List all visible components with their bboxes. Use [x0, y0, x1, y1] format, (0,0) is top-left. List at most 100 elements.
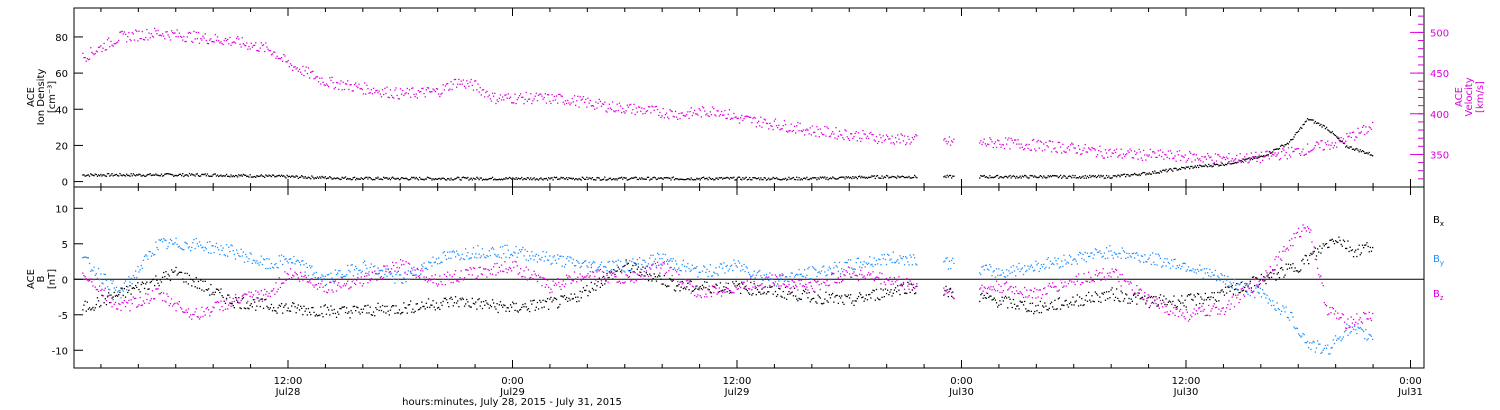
- data-point: [87, 174, 90, 176]
- data-point: [1073, 147, 1075, 149]
- data-point: [1175, 160, 1177, 162]
- data-point: [894, 176, 897, 179]
- data-point: [475, 178, 477, 180]
- data-point: [427, 177, 430, 179]
- data-point: [985, 145, 988, 147]
- data-point: [1320, 352, 1322, 354]
- data-point: [1196, 164, 1199, 167]
- data-point: [295, 68, 297, 70]
- data-point: [576, 178, 578, 180]
- data-point: [1182, 167, 1184, 169]
- data-point: [1254, 156, 1256, 158]
- data-point: [507, 177, 509, 180]
- data-point: [885, 134, 888, 136]
- data-point: [985, 176, 988, 178]
- data-point: [149, 37, 151, 39]
- data-point: [1238, 292, 1240, 294]
- data-point: [228, 294, 230, 296]
- data-point: [554, 99, 557, 101]
- data-point: [1061, 152, 1063, 154]
- data-point: [211, 245, 213, 247]
- data-point: [843, 176, 845, 178]
- data-point: [1308, 119, 1310, 121]
- data-point: [497, 311, 499, 314]
- data-point: [872, 133, 874, 136]
- data-point: [1250, 157, 1252, 160]
- data-point: [979, 300, 981, 303]
- data-point: [599, 264, 601, 266]
- data-point: [799, 122, 801, 125]
- data-point: [445, 299, 448, 301]
- data-point: [265, 293, 267, 296]
- bottom-panel-series: [82, 224, 1374, 355]
- data-point: [676, 263, 678, 265]
- data-point: [710, 275, 713, 277]
- data-point: [634, 113, 636, 116]
- data-point: [723, 177, 725, 179]
- data-point: [678, 267, 680, 269]
- data-point: [809, 127, 811, 129]
- data-point: [728, 178, 731, 180]
- data-point: [230, 174, 232, 176]
- data-point: [113, 174, 115, 176]
- data-point: [194, 38, 196, 40]
- data-point: [806, 176, 808, 178]
- data-point: [1181, 166, 1183, 168]
- data-point: [1046, 309, 1048, 311]
- data-point: [440, 302, 442, 304]
- data-point: [696, 266, 698, 268]
- data-point: [1125, 293, 1127, 295]
- data-point: [1237, 283, 1239, 285]
- data-point: [398, 179, 401, 181]
- data-point: [343, 283, 346, 285]
- data-point: [560, 176, 562, 179]
- data-point: [627, 269, 629, 272]
- data-point: [307, 67, 310, 69]
- data-point: [580, 179, 582, 181]
- data-point: [1278, 277, 1281, 279]
- data-point: [600, 282, 603, 285]
- data-point: [451, 276, 453, 278]
- data-point: [506, 97, 508, 99]
- data-point: [682, 259, 684, 262]
- data-point: [306, 314, 308, 316]
- data-point: [584, 289, 586, 292]
- data-point: [195, 31, 197, 33]
- data-point: [337, 272, 339, 274]
- data-point: [893, 261, 896, 264]
- data-point: [802, 289, 805, 292]
- data-point: [352, 177, 354, 179]
- data-point: [1328, 353, 1330, 355]
- data-point: [405, 281, 407, 283]
- data-point: [641, 274, 643, 276]
- data-point: [980, 140, 982, 142]
- data-point: [1223, 156, 1226, 159]
- data-point: [1044, 268, 1046, 270]
- data-point: [166, 278, 168, 280]
- data-point: [1355, 249, 1357, 251]
- data-point: [830, 272, 833, 274]
- data-point: [1163, 261, 1165, 263]
- data-point: [227, 175, 229, 177]
- data-point: [722, 289, 724, 291]
- data-point: [515, 177, 517, 179]
- data-point: [1145, 159, 1147, 161]
- data-point: [566, 296, 568, 299]
- data-point: [1077, 305, 1080, 307]
- data-point: [1000, 303, 1002, 305]
- data-point: [137, 174, 139, 176]
- data-point: [350, 264, 352, 266]
- data-point: [1155, 172, 1157, 174]
- data-point: [1324, 243, 1327, 245]
- data-point: [129, 175, 131, 177]
- data-point: [465, 177, 467, 179]
- data-point: [330, 305, 332, 307]
- data-point: [236, 175, 238, 177]
- data-point: [1126, 252, 1128, 254]
- data-point: [749, 293, 751, 295]
- data-point: [164, 173, 166, 175]
- data-point: [1046, 145, 1048, 147]
- data-point: [1041, 266, 1044, 268]
- data-point: [1315, 122, 1318, 124]
- data-point: [1177, 299, 1180, 301]
